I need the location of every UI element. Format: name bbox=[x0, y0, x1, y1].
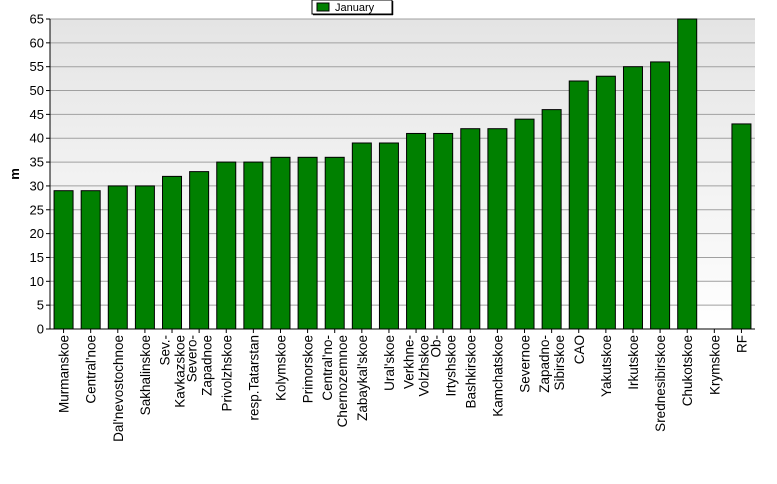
x-tick-label: Ural'skoe bbox=[382, 335, 397, 391]
bar bbox=[433, 132, 454, 330]
y-tick-label: 25 bbox=[30, 202, 44, 217]
x-tick-label: Irtyshskoe bbox=[444, 335, 459, 397]
bar bbox=[595, 75, 616, 330]
bar bbox=[514, 118, 535, 330]
bar bbox=[650, 61, 671, 330]
x-tick-label: Severnoe bbox=[518, 335, 533, 393]
bar bbox=[622, 66, 643, 330]
y-tick-labels: 0 5 10 15 20 25 30 35 40 45 50 55 60 65 bbox=[30, 12, 50, 337]
x-tick-label: Srednesibirskoe bbox=[653, 335, 668, 432]
x-tick-label: Central'no- bbox=[320, 335, 335, 401]
y-tick-label: 50 bbox=[30, 83, 44, 98]
bar bbox=[568, 80, 589, 330]
bar bbox=[162, 175, 183, 330]
bar bbox=[677, 18, 698, 330]
x-tick-label: Zapadnoe bbox=[200, 335, 215, 396]
x-tick-labels: Murmanskoe Central'noe Dal'nevostochnoe Sak… bbox=[57, 329, 749, 442]
y-tick-label: 60 bbox=[30, 35, 44, 50]
plot-area bbox=[50, 19, 755, 329]
y-tick-label: 15 bbox=[30, 250, 44, 265]
y-tick-label: 55 bbox=[30, 59, 44, 74]
x-tick-label: Irkutskoe bbox=[626, 335, 641, 390]
y-tick-label: 40 bbox=[30, 131, 44, 146]
bar bbox=[460, 128, 481, 330]
x-tick-label: Primorskoe bbox=[301, 335, 316, 403]
y-tick-label: 45 bbox=[30, 107, 44, 122]
x-tick-label: Sibirskoe bbox=[552, 335, 567, 391]
x-tick-label: Yakutskoe bbox=[599, 335, 614, 397]
x-tick-label: Zapadno- bbox=[537, 335, 552, 393]
x-tick-label: Chukotskoe bbox=[680, 335, 695, 406]
bar bbox=[406, 132, 427, 330]
bar bbox=[351, 142, 372, 330]
y-tick-label: 10 bbox=[30, 274, 44, 289]
bar bbox=[189, 171, 210, 330]
x-tick-label: Volzhskoe bbox=[417, 335, 432, 397]
x-tick-label: Bashkirskoe bbox=[463, 335, 478, 409]
x-tick-label: Murmanskoe bbox=[57, 335, 72, 413]
x-tick-label: Sev.- bbox=[158, 335, 173, 366]
y-tick-label: 0 bbox=[37, 322, 44, 337]
x-tick-label: Kavkazskoe bbox=[173, 335, 188, 408]
legend-label: January bbox=[335, 2, 375, 14]
legend: January bbox=[311, 0, 394, 16]
legend-swatch bbox=[316, 2, 330, 12]
x-tick-label: resp.Tatarstan bbox=[246, 335, 261, 421]
y-tick-label: 5 bbox=[37, 298, 44, 313]
x-tick-label: Kamchatskoe bbox=[490, 335, 505, 417]
bar bbox=[270, 156, 291, 330]
bar bbox=[134, 185, 155, 330]
y-tick-label: 20 bbox=[30, 226, 44, 241]
y-tick-label: 35 bbox=[30, 155, 44, 170]
x-tick-label: RF bbox=[734, 335, 749, 353]
bar bbox=[80, 190, 101, 330]
x-tick-label: Verkhne- bbox=[402, 335, 417, 389]
x-tick-label: Central'noe bbox=[84, 335, 99, 404]
bar bbox=[324, 156, 345, 330]
x-tick-label: Chernozemnoe bbox=[335, 335, 350, 427]
x-tick-label: Severo- bbox=[185, 335, 200, 382]
y-tick-label: 30 bbox=[30, 178, 44, 193]
x-tick-label: Kolymskoe bbox=[273, 335, 288, 401]
x-tick-label: Ob- bbox=[429, 335, 444, 358]
bar bbox=[107, 185, 128, 330]
x-tick-label: Privolzhskoe bbox=[219, 335, 234, 412]
bar bbox=[216, 161, 237, 330]
x-tick-label: Zabaykal'skoe bbox=[355, 335, 370, 421]
bar bbox=[53, 190, 74, 330]
x-tick-label: Dal'nevostochnoe bbox=[111, 335, 126, 442]
bar bbox=[487, 128, 508, 330]
bars bbox=[53, 18, 752, 330]
bar bbox=[731, 123, 752, 330]
bar bbox=[243, 161, 264, 330]
x-tick-label: Krymskoe bbox=[707, 335, 722, 395]
bar bbox=[378, 142, 399, 330]
x-tick-label: Sakhalinskoe bbox=[138, 335, 153, 415]
y-tick-label: 65 bbox=[30, 12, 44, 27]
x-tick-label: CAO bbox=[572, 335, 587, 364]
y-axis-label: m bbox=[7, 168, 22, 180]
bar bbox=[297, 156, 318, 330]
bar bbox=[541, 109, 562, 330]
